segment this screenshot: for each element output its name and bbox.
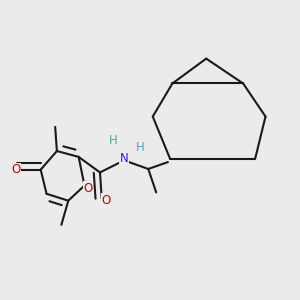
Text: H: H (109, 134, 118, 146)
Text: O: O (101, 194, 110, 206)
Text: H: H (136, 141, 145, 154)
Text: O: O (11, 163, 20, 176)
Text: O: O (83, 182, 93, 195)
Text: N: N (120, 152, 128, 165)
